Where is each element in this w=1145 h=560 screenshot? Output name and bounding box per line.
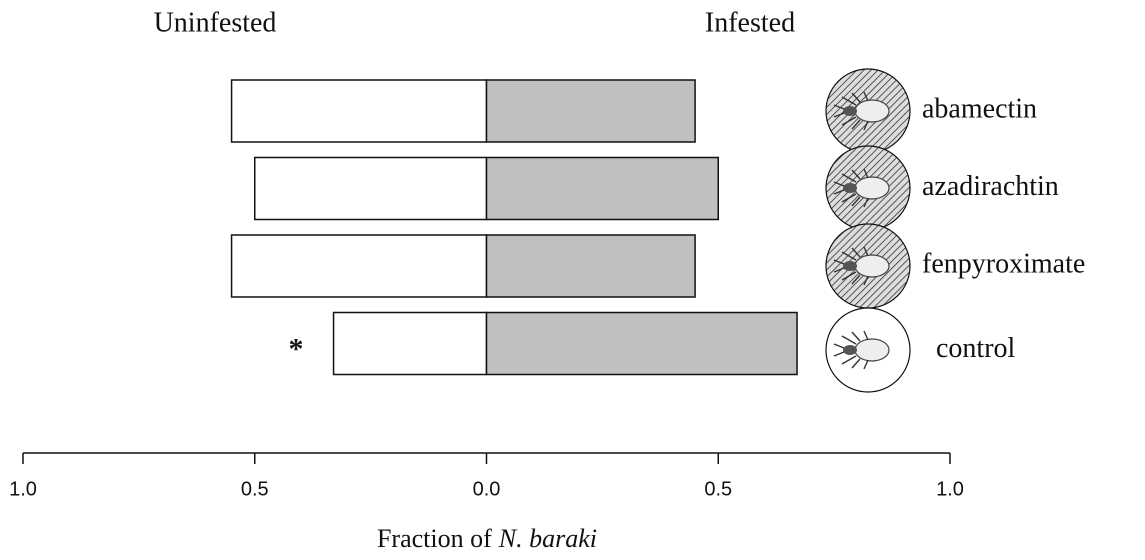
annotation: *: [289, 332, 304, 365]
treatment-icons: [825, 68, 911, 393]
x-tick-label: 0.5: [704, 478, 732, 500]
x-tick-label: 0.5: [241, 478, 269, 500]
category-label: fenpyroximate: [922, 248, 1085, 279]
bar: [254, 156, 488, 221]
category-label: abamectin: [922, 93, 1037, 124]
x-tick-label: 1.0: [9, 478, 37, 500]
x-axis-title-emphasis: N. baraki: [498, 524, 597, 553]
bar: [485, 156, 719, 221]
bar: [230, 79, 488, 143]
legend-label: Infested: [705, 7, 795, 38]
legend-label: Uninfested: [154, 7, 277, 38]
bar: [230, 234, 488, 298]
category-label: control: [936, 333, 1016, 364]
bar: [485, 311, 798, 376]
bar: [485, 79, 696, 143]
bar: [485, 234, 696, 298]
x-tick-label: 0.0: [473, 478, 501, 500]
category-label: azadirachtin: [922, 171, 1059, 202]
x-axis-title-text: Fraction of: [377, 524, 492, 553]
x-axis-title: Fraction of N. baraki: [377, 524, 597, 553]
x-tick-label: 1.0: [936, 478, 964, 500]
bar: [332, 311, 488, 376]
